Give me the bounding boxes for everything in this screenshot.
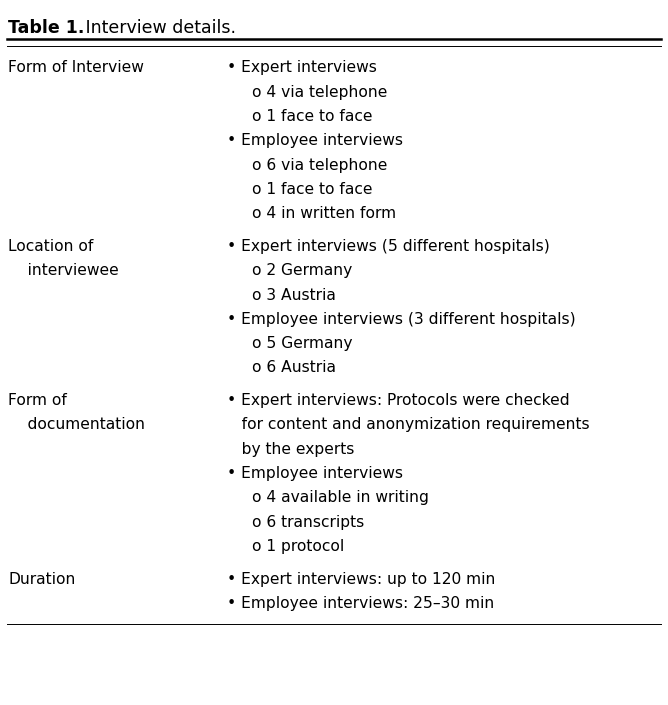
Text: Location of: Location of xyxy=(8,239,94,254)
Text: Form of Interview: Form of Interview xyxy=(8,61,144,75)
Text: documentation: documentation xyxy=(8,417,145,432)
Text: o 6 via telephone: o 6 via telephone xyxy=(252,158,387,173)
Text: • Expert interviews (5 different hospitals): • Expert interviews (5 different hospita… xyxy=(227,239,550,254)
Text: o 5 Germany: o 5 Germany xyxy=(252,336,353,351)
Text: for content and anonymization requirements: for content and anonymization requiremen… xyxy=(227,417,590,432)
Text: interviewee: interviewee xyxy=(8,263,119,278)
Text: o 2 Germany: o 2 Germany xyxy=(252,263,353,278)
Text: by the experts: by the experts xyxy=(227,441,355,457)
Text: Duration: Duration xyxy=(8,572,75,587)
Text: • Expert interviews: up to 120 min: • Expert interviews: up to 120 min xyxy=(227,572,496,587)
Text: • Expert interviews: Protocols were checked: • Expert interviews: Protocols were chec… xyxy=(227,393,570,408)
Text: o 1 face to face: o 1 face to face xyxy=(252,109,373,124)
Text: o 3 Austria: o 3 Austria xyxy=(252,288,336,302)
Text: • Employee interviews: • Employee interviews xyxy=(227,466,403,481)
Text: • Employee interviews: • Employee interviews xyxy=(227,133,403,148)
Text: o 1 face to face: o 1 face to face xyxy=(252,182,373,197)
Text: o 4 via telephone: o 4 via telephone xyxy=(252,85,387,99)
Text: Table 1.: Table 1. xyxy=(8,20,84,37)
Text: • Employee interviews (3 different hospitals): • Employee interviews (3 different hospi… xyxy=(227,312,576,327)
Text: o 4 in written form: o 4 in written form xyxy=(252,207,396,221)
Text: o 6 transcripts: o 6 transcripts xyxy=(252,515,364,529)
Text: • Expert interviews: • Expert interviews xyxy=(227,61,377,75)
Text: o 6 Austria: o 6 Austria xyxy=(252,360,336,376)
Text: o 1 protocol: o 1 protocol xyxy=(252,539,345,554)
Text: Form of: Form of xyxy=(8,393,67,408)
Text: o 4 available in writing: o 4 available in writing xyxy=(252,490,429,505)
Text: • Employee interviews: 25–30 min: • Employee interviews: 25–30 min xyxy=(227,596,494,611)
Text: Interview details.: Interview details. xyxy=(80,20,236,37)
